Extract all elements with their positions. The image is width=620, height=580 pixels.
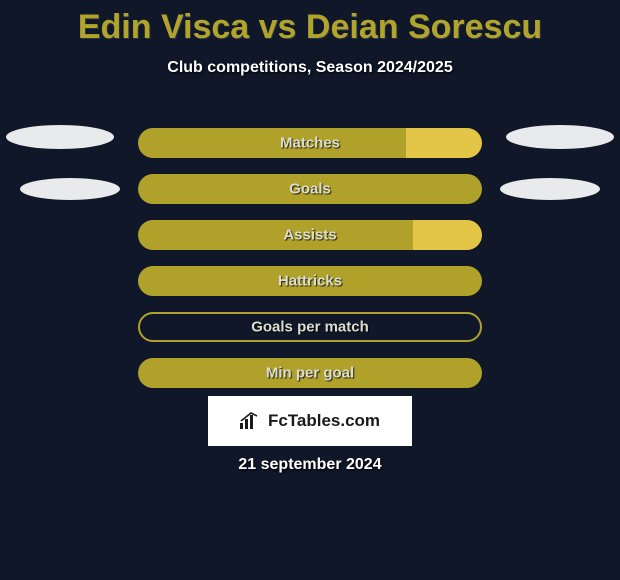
stat-row: 00Goals: [0, 166, 620, 212]
stat-row: 20Assists: [0, 212, 620, 258]
stat-bar-right: [413, 220, 482, 250]
stat-bar-right: [406, 128, 482, 158]
brand-logo: FcTables.com: [208, 396, 412, 446]
brand-text: FcTables.com: [268, 411, 380, 431]
stat-bar: Matches: [138, 128, 482, 158]
stat-bar: Goals per match: [138, 312, 482, 342]
stat-row: 00Hattricks: [0, 258, 620, 304]
page-subtitle: Club competitions, Season 2024/2025: [0, 59, 620, 77]
stat-label: Goals per match: [140, 319, 480, 336]
stat-bar: Min per goal: [138, 358, 482, 388]
stat-label: Hattricks: [138, 273, 482, 290]
stat-bar: Hattricks: [138, 266, 482, 296]
stat-bar: Goals: [138, 174, 482, 204]
stat-bar: Assists: [138, 220, 482, 250]
stat-row: Goals per match: [0, 304, 620, 350]
stat-row: 72Matches: [0, 120, 620, 166]
stat-label: Min per goal: [138, 365, 482, 382]
stat-bar-left: [138, 128, 406, 158]
stat-bar-left: [138, 220, 413, 250]
stat-label: Goals: [138, 181, 482, 198]
stat-row: Min per goal: [0, 350, 620, 396]
footer-date: 21 september 2024: [0, 456, 620, 474]
chart-icon: [240, 411, 262, 432]
page-title: Edin Visca vs Deian Sorescu: [0, 0, 620, 47]
comparison-rows: 72Matches00Goals20Assists00Hattricks Goal…: [0, 120, 620, 396]
